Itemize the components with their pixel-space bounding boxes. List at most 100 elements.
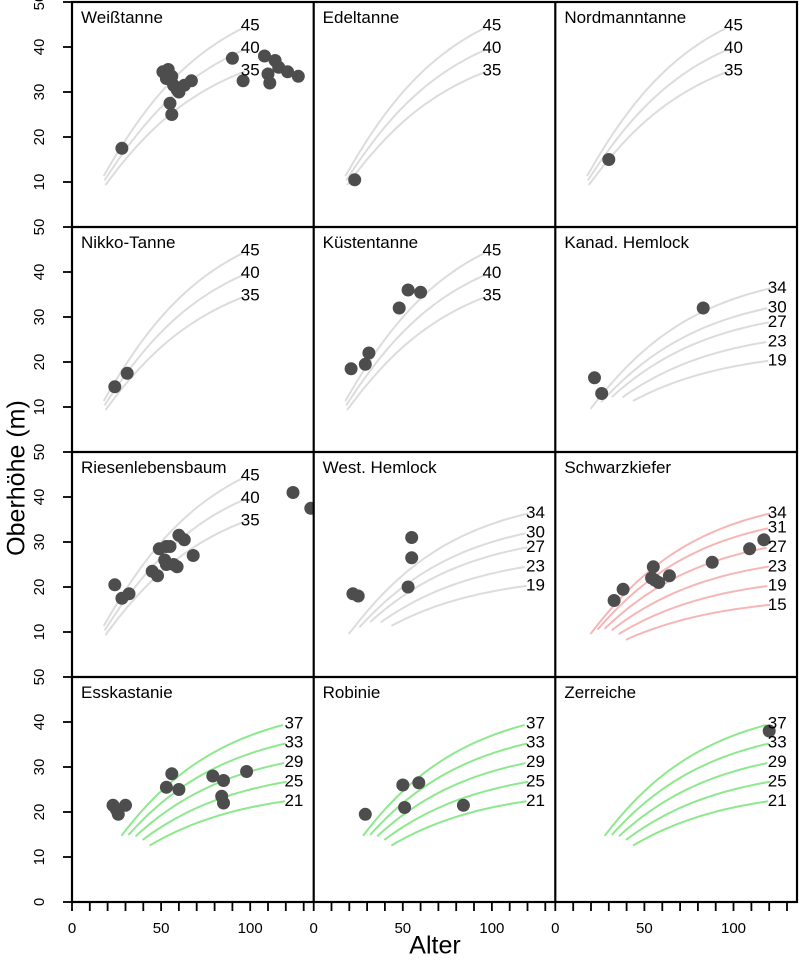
site-index-curve (590, 287, 771, 410)
panel-title: Nordmanntanne (564, 8, 686, 27)
y-tick-label: 30 (31, 84, 48, 101)
site-index-curve (344, 252, 485, 402)
curve-label: 27 (526, 537, 545, 556)
data-point (662, 569, 676, 583)
site-index-curve (149, 800, 286, 847)
x-tick-label: 0 (68, 920, 76, 937)
y-tick-label: 20 (31, 354, 48, 371)
data-point (159, 780, 173, 794)
data-point (414, 285, 428, 299)
y-tick-label: 20 (31, 579, 48, 596)
curve-label: 21 (284, 791, 303, 810)
data-point (281, 65, 295, 79)
site-index-curve (120, 724, 284, 837)
curve-label: 33 (768, 733, 787, 752)
curve-label: 37 (284, 713, 303, 732)
x-tick-label: 50 (153, 920, 170, 937)
x-tick-label: 50 (636, 920, 653, 937)
data-point (412, 776, 426, 790)
site-index-curve (362, 724, 525, 837)
panel-title: Robinie (323, 683, 381, 702)
panel-title: Kanad. Hemlock (564, 233, 689, 252)
data-point (616, 582, 630, 596)
data-point (696, 301, 710, 315)
y-tick-label: 40 (31, 264, 48, 281)
curve-label: 33 (284, 733, 303, 752)
curve-label: 45 (241, 466, 260, 485)
data-point (119, 798, 132, 812)
data-point (217, 774, 230, 787)
site-index-curve (604, 547, 767, 630)
site-index-curve (586, 27, 727, 177)
site-index-curve (376, 762, 526, 837)
y-tick-label: 10 (31, 399, 48, 416)
data-point (186, 549, 200, 562)
y-tick-label: 50 (31, 669, 48, 686)
curve-label: 23 (768, 556, 787, 575)
panel-title: Weißtanne (81, 8, 163, 27)
data-point (456, 798, 470, 812)
data-point (348, 173, 362, 187)
data-point (595, 387, 609, 400)
site-index-curve (618, 762, 768, 837)
x-tick-label: 100 (479, 920, 504, 937)
site-index-curve (345, 49, 486, 181)
y-tick-label: 50 (31, 0, 48, 10)
data-point (405, 531, 419, 544)
data-point (646, 560, 660, 574)
panel-title: Küstentanne (323, 233, 418, 252)
data-point (163, 96, 177, 110)
site-index-curve (597, 527, 769, 630)
curve-label: 23 (526, 556, 545, 575)
panel: 45 40 35 Nikko-Tanne (81, 233, 260, 411)
y-tick-label: 50 (31, 444, 48, 461)
curve-label: 29 (284, 752, 303, 771)
curve-label: 37 (768, 713, 787, 732)
site-index-curve (600, 307, 768, 403)
data-point (108, 380, 122, 394)
data-point (122, 587, 136, 601)
curve-label: 34 (768, 503, 787, 522)
site-index-curve (346, 295, 487, 411)
data-point (108, 578, 122, 592)
curve-label: 35 (241, 61, 260, 80)
site-index-curve (632, 360, 769, 402)
x-tick-label: 100 (238, 920, 263, 937)
data-point (351, 589, 365, 603)
curve-label: 15 (768, 595, 787, 614)
data-point (263, 76, 277, 90)
data-point (344, 362, 358, 376)
curve-label: 35 (724, 61, 743, 80)
data-point (115, 141, 129, 155)
data-point (652, 576, 666, 589)
curve-label: 19 (526, 576, 545, 595)
y-tick-label: 40 (31, 39, 48, 56)
panel-title: Nikko-Tanne (81, 233, 176, 252)
site-index-curve (135, 762, 285, 837)
curve-label: 40 (482, 38, 501, 57)
site-index-curve (618, 585, 768, 635)
curve-label: 21 (526, 791, 545, 810)
curve-label: 25 (768, 772, 787, 791)
x-tick-label: 0 (310, 920, 318, 937)
panel-title: Esskastanie (81, 683, 173, 702)
y-tick-label: 40 (31, 489, 48, 506)
curve-label: 30 (526, 522, 545, 541)
y-tick-label: 30 (31, 309, 48, 326)
curve-label: 45 (482, 16, 501, 35)
data-point (705, 555, 719, 569)
data-point (165, 767, 179, 781)
curve-label: 34 (526, 503, 545, 522)
data-point (398, 801, 412, 814)
data-point (236, 74, 250, 88)
site-index-curve (587, 49, 728, 181)
data-point (240, 765, 254, 778)
y-tick-label: 0 (31, 898, 48, 906)
panel: 45 40 35 Nordmanntanne (564, 8, 743, 186)
site-index-curve (590, 512, 771, 635)
